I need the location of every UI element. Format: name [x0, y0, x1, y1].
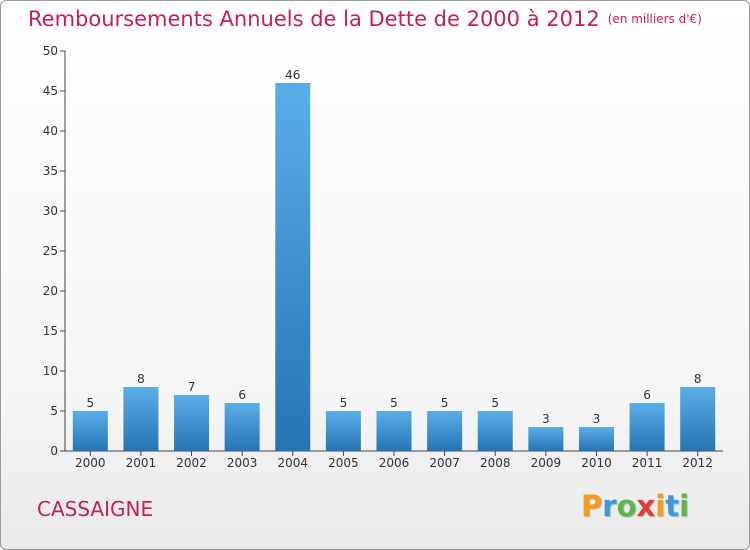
x-tick-label: 2006: [379, 456, 410, 470]
x-tick-label: 2011: [632, 456, 663, 470]
bar-value-label: 3: [593, 412, 601, 426]
chart-subtitle: (en milliers d'€): [607, 12, 702, 26]
bar-value-label: 8: [137, 372, 145, 386]
bar-value-label: 5: [491, 396, 499, 410]
y-tick-label: 15: [43, 324, 58, 338]
y-tick-label: 0: [50, 444, 58, 458]
bar-2000: [72, 411, 108, 451]
x-tick-label: 2004: [277, 456, 308, 470]
bar-2001: [123, 387, 159, 451]
y-tick-label: 25: [43, 244, 58, 258]
y-tick-label: 50: [43, 44, 58, 58]
bar-2012: [680, 387, 716, 451]
bar-value-label: 5: [390, 396, 398, 410]
bar-value-label: 46: [285, 68, 300, 82]
logo-letter: i: [655, 489, 666, 523]
logo-letter: i: [679, 489, 690, 523]
logo-letter: r: [602, 489, 617, 523]
y-tick-label: 30: [43, 204, 58, 218]
bar-value-label: 5: [86, 396, 94, 410]
y-tick-label: 20: [43, 284, 58, 298]
bar-2011: [629, 403, 665, 451]
x-tick-label: 2000: [75, 456, 106, 470]
bar-2007: [427, 411, 463, 451]
bar-value-label: 6: [238, 388, 246, 402]
y-tick-label: 5: [50, 404, 58, 418]
x-tick-label: 2012: [682, 456, 713, 470]
x-tick-label: 2005: [328, 456, 359, 470]
bar-2006: [376, 411, 412, 451]
y-tick-label: 45: [43, 84, 58, 98]
bar-value-label: 5: [441, 396, 449, 410]
x-tick-label: 2003: [227, 456, 258, 470]
logo-letter: o: [616, 489, 637, 523]
logo-letter: x: [636, 489, 656, 523]
x-tick-label: 2007: [429, 456, 460, 470]
chart-title-block: Remboursements Annuels de la Dette de 20…: [28, 7, 702, 31]
x-tick-label: 2010: [581, 456, 612, 470]
bar-2003: [224, 403, 260, 451]
bar-value-label: 8: [694, 372, 702, 386]
bar-value-label: 6: [643, 388, 651, 402]
bar-2010: [578, 427, 614, 451]
y-tick-label: 35: [43, 164, 58, 178]
y-tick-label: 10: [43, 364, 58, 378]
logo-letter: t: [665, 489, 680, 523]
bar-2009: [528, 427, 564, 451]
chart-title: Remboursements Annuels de la Dette de 20…: [28, 7, 600, 31]
y-tick-label: 40: [43, 124, 58, 138]
x-tick-label: 2001: [126, 456, 157, 470]
bar-value-label: 3: [542, 412, 550, 426]
bar-2008: [477, 411, 513, 451]
logo-letter: P: [581, 489, 603, 523]
bar-value-label: 7: [188, 380, 196, 394]
x-tick-label: 2008: [480, 456, 511, 470]
bar-2005: [325, 411, 361, 451]
proxiti-logo: Proxiti: [581, 489, 689, 523]
bar-value-label: 5: [340, 396, 348, 410]
x-tick-label: 2009: [531, 456, 562, 470]
commune-name: CASSAIGNE: [37, 497, 154, 521]
x-tick-label: 2002: [176, 456, 207, 470]
bar-2002: [174, 395, 210, 451]
bar-2004: [275, 83, 311, 451]
